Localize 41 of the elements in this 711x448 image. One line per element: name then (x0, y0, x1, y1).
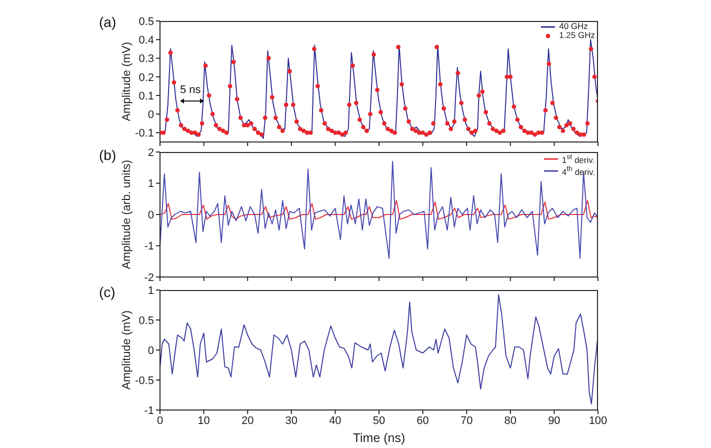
y-tick-label: -0.5 (135, 374, 154, 387)
x-tick-label: 80 (504, 414, 517, 427)
y-tick-label: -1 (144, 240, 154, 253)
y-tick-label: 0 (148, 209, 154, 222)
x-tick-label: 70 (460, 414, 473, 427)
y-tick-label: 0.4 (138, 34, 154, 47)
y-tick-label: -2 (144, 272, 154, 284)
x-tick-label: 20 (241, 414, 254, 427)
y-tick-label: 1 (148, 284, 154, 297)
x-tick-label: 40 (329, 414, 342, 427)
y-tick-label: 2 (148, 146, 154, 159)
y-tick-label: 0 (148, 108, 154, 121)
x-tick-label: 90 (548, 414, 560, 427)
legend-label: 40 GHz (559, 21, 588, 31)
y-tick-label: -0.1 (135, 128, 154, 140)
x-tick-label: 50 (372, 414, 386, 427)
y-axis-title: Amplitude (mV) (121, 310, 134, 390)
line-series (160, 200, 598, 220)
y-tick-label: 1 (148, 178, 154, 190)
x-tick-label: 100 (588, 414, 608, 427)
x-tick-label: 60 (416, 414, 429, 427)
chart-title: (b) (99, 147, 116, 163)
y-axis-title: Amplitude (mV) (121, 42, 134, 122)
annotation: 5 ns (180, 84, 201, 96)
y-axis-title: Amplitude (arb. units) (121, 160, 134, 270)
chart-title: (a) (99, 14, 116, 30)
y-tick-label: -1 (144, 404, 154, 417)
x-tick-label: 30 (285, 414, 298, 427)
y-tick-label: 0.1 (138, 90, 154, 102)
y-tick-label: 0 (148, 344, 154, 357)
y-tick-label: 0.5 (138, 314, 154, 327)
y-tick-label: 0.3 (138, 53, 154, 66)
y-tick-label: 0.5 (138, 16, 154, 28)
legend-label: 4$^{th}$ deriv. (562, 164, 595, 177)
legend-label: 1.25 GHz (559, 30, 595, 40)
legend-label: 1$^{st}$ deriv. (562, 153, 595, 165)
chart-title: (c) (99, 284, 116, 300)
x-tick-label: 10 (198, 414, 210, 427)
x-tick-label: 0 (156, 414, 164, 427)
x-axis-title: Time (ns) (352, 431, 406, 445)
y-tick-label: 0.2 (138, 72, 154, 84)
